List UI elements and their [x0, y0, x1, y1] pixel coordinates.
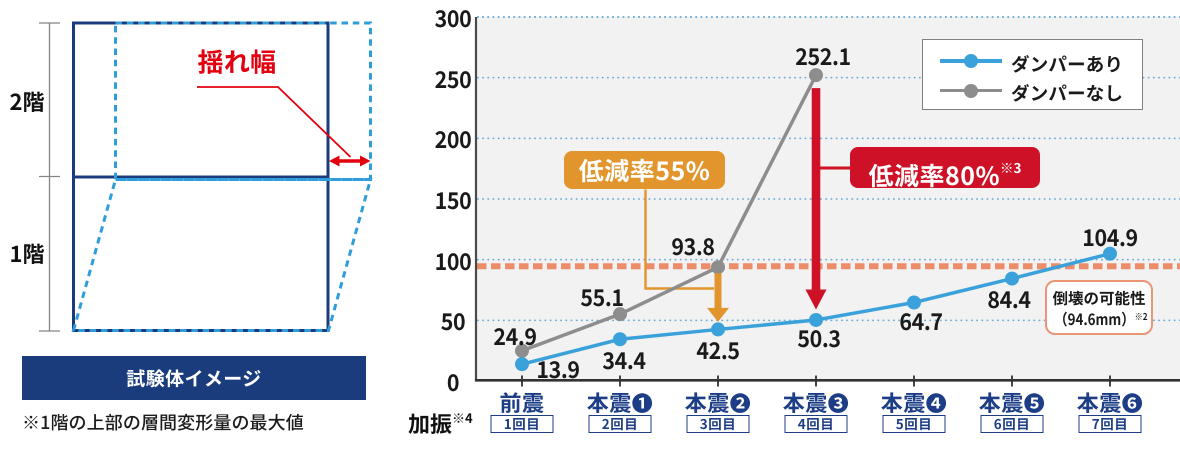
value-label-on-1: 34.4 [602, 342, 646, 377]
sway-arrow-head-left [329, 155, 340, 167]
series-0-point-3 [809, 312, 823, 327]
category-label-1: 本震❶ [586, 386, 654, 418]
specimen-caption-banner: 試験体イメージ [22, 356, 366, 400]
collapse-threshold-note: ※2 [1134, 309, 1148, 323]
legend-label-damper-off: ダンパーなし [1011, 80, 1124, 106]
chart-legend: ダンパーあり ダンパーなし [922, 39, 1143, 110]
series-0-point-6 [1103, 246, 1117, 261]
y-tick-label-250: 250 [434, 60, 472, 95]
series-1-point-1 [613, 307, 627, 322]
floor-label-2f: 2階 [9, 85, 45, 117]
series-1-point-2 [711, 260, 725, 275]
reduction-80-label: 低減率80% [868, 157, 1001, 193]
series-line-1 [521, 74, 818, 353]
reduction-55-badge: 低減率55% [564, 151, 725, 189]
category-round-box-5: 6回目 [980, 415, 1044, 433]
deformed-frame-upper-floor [114, 21, 372, 181]
series-1-point-0 [515, 343, 529, 358]
floor-label-1f: 1階 [9, 237, 45, 269]
sway-annotation [197, 86, 371, 167]
category-number-badge: ❷ [729, 388, 752, 418]
legend-label-damper-on: ダンパーあり [1011, 50, 1124, 77]
value-label-off-3: 252.1 [795, 38, 851, 73]
category-number-badge: ❸ [827, 388, 850, 418]
value-label-off-0: 24.9 [493, 317, 537, 352]
category-round-box-6: 7回目 [1078, 415, 1142, 433]
category-number-badge: ❻ [1121, 388, 1144, 418]
value-label-on-3: 50.3 [797, 320, 841, 355]
reduction-55-connector [644, 189, 714, 290]
reduction-55-arrow [707, 273, 729, 322]
value-label-on-5: 84.4 [987, 280, 1031, 315]
reduction-80-note: ※3 [1000, 157, 1022, 177]
category-round-box-4: 5回目 [882, 415, 946, 433]
category-label-5: 本震❺ [978, 386, 1046, 418]
category-label-2: 本震❷ [684, 386, 752, 418]
category-number-badge: ❶ [631, 388, 654, 418]
deformed-frame [71, 21, 373, 332]
category-round-box-3: 4回目 [784, 415, 848, 433]
reduction-55-label: 低減率55% [578, 152, 711, 188]
sway-arrow-head-right [360, 155, 371, 167]
series-0-point-5 [1005, 271, 1019, 286]
y-tick-label-150: 150 [434, 182, 472, 216]
value-label-on-0: 13.9 [536, 351, 580, 386]
specimen-caption: 試験体イメージ [126, 364, 262, 392]
category-round-box-2: 3回目 [686, 415, 750, 433]
category-round-box-0: 1回目 [490, 415, 554, 433]
specimen-diagram-panel: 2階 1階 揺れ幅 試験体イメージ ※1階の上部の層間変形量の最大値 [0, 0, 420, 464]
value-label-off-1: 55.1 [580, 279, 624, 314]
category-label-3: 本震❸ [782, 386, 850, 418]
category-label-6: 本震❻ [1076, 386, 1144, 418]
x-axis-title-text: 加振 [408, 407, 453, 439]
deformed-frame-lower-floor [71, 178, 373, 332]
collapse-threshold-line1: 倒壊の可能性 [1052, 287, 1146, 309]
y-tick-label-100: 100 [434, 242, 472, 277]
category-label-4: 本震❹ [880, 386, 948, 418]
reduction-80-arrow [805, 88, 827, 310]
y-tick-label-0: 0 [446, 364, 460, 398]
x-axis-title-note: ※4 [452, 408, 473, 427]
value-label-on-6: 104.9 [1082, 218, 1138, 253]
legend-dot-damper-on [964, 54, 978, 68]
category-number-badge: ❹ [925, 388, 948, 418]
dimension-line [39, 22, 60, 332]
y-tick-label-300: 300 [434, 0, 472, 34]
sway-leader-line [197, 86, 352, 158]
category-round-box-1: 2回目 [588, 415, 652, 433]
series-0-point-0 [515, 357, 529, 372]
value-label-off-2: 93.8 [671, 228, 715, 263]
sway-width-label: 揺れ幅 [197, 42, 277, 80]
series-1-point-3 [809, 68, 823, 83]
value-label-on-2: 42.5 [696, 331, 740, 366]
specimen-footnote: ※1階の上部の層間変形量の最大値 [22, 409, 304, 435]
reduction-80-badge: 低減率80%※3 [850, 147, 1040, 193]
series-0-point-4 [907, 295, 921, 310]
collapse-threshold-line2: （94.6mm）※2 [1054, 308, 1148, 330]
series-0-point-2 [711, 322, 725, 337]
series-0-point-1 [613, 332, 627, 347]
x-axis-title: 加振※4 [408, 407, 473, 439]
category-label-0: 前震 [499, 386, 545, 418]
value-label-on-4: 64.7 [899, 302, 943, 337]
y-tick-label-200: 200 [434, 121, 472, 156]
collapse-threshold-box: 倒壊の可能性 （94.6mm）※2 [1045, 280, 1153, 335]
y-tick-label-50: 50 [440, 303, 466, 338]
category-number-badge: ❺ [1023, 388, 1046, 418]
legend-dot-damper-off [964, 83, 978, 98]
